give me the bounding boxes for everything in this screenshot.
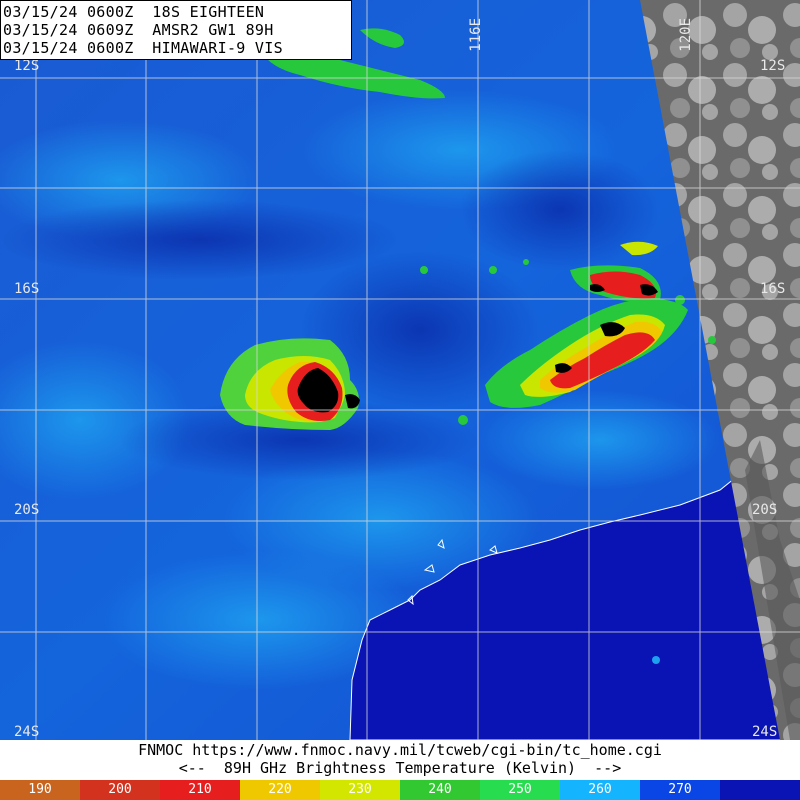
satellite-map [0, 0, 800, 740]
lat-label-24s-left: 24S [14, 724, 40, 740]
lon-label-120e: 120E [678, 18, 694, 52]
colorbar-label: 250 [508, 782, 532, 797]
colorbar-label: 270 [668, 782, 692, 797]
colorbar-label: 210 [188, 782, 212, 797]
lat-label-16s-left: 16S [14, 281, 40, 297]
lat-label-16s-right: 16S [760, 281, 786, 297]
colorbar-segment: 200 [80, 780, 160, 800]
header-sensor-line: 03/15/24 0609Z AMSR2 GW1 89H [3, 21, 274, 39]
lat-label-12s-right: 12S [760, 58, 786, 74]
lat-label-20s-left: 20S [14, 502, 40, 518]
colorbar-segment: 230 [320, 780, 400, 800]
lat-label-24s-right: 24S [752, 724, 778, 740]
colorbar-segment: 250 [480, 780, 560, 800]
colorbar-segment: 220 [240, 780, 320, 800]
footer-source: FNMOC https://www.fnmoc.navy.mil/tcweb/c… [138, 741, 662, 759]
colorbar-label: 200 [108, 782, 132, 797]
colorbar-segment: 210 [160, 780, 240, 800]
colorbar-label: 190 [28, 782, 52, 797]
header-info-box: 03/15/24 0600Z 18S EIGHTEEN 03/15/24 060… [0, 0, 352, 60]
eastern-convection-band [485, 241, 688, 408]
lat-lon-grid [0, 0, 800, 740]
colorbar-segment: 190 [0, 780, 80, 800]
tc-convection-core [220, 338, 360, 430]
islands [407, 538, 498, 606]
colorbar-segment: 260 [560, 780, 640, 800]
colorbar-label: 240 [428, 782, 452, 797]
header-background-line: 03/15/24 0600Z HIMAWARI-9 VIS [3, 39, 283, 57]
lat-label-20s-right: 20S [752, 502, 778, 518]
colorbar: 190 200 210 220 230 240 250 260 270 [0, 780, 800, 800]
lat-label-12s-left: 12S [14, 58, 40, 74]
colorbar-segment [720, 780, 800, 800]
header-storm-line: 03/15/24 0600Z 18S EIGHTEEN [3, 3, 265, 21]
footer-legend-title: <-- 89H GHz Brightness Temperature (Kelv… [178, 759, 622, 777]
scattered-cells [420, 259, 716, 664]
colorbar-segment: 270 [640, 780, 720, 800]
colorbar-label: 260 [588, 782, 612, 797]
colorbar-label: 230 [348, 782, 372, 797]
lon-label-116e: 116E [468, 18, 484, 52]
ocean-texture [0, 90, 720, 690]
colorbar-label: 220 [268, 782, 292, 797]
colorbar-segment: 240 [400, 780, 480, 800]
